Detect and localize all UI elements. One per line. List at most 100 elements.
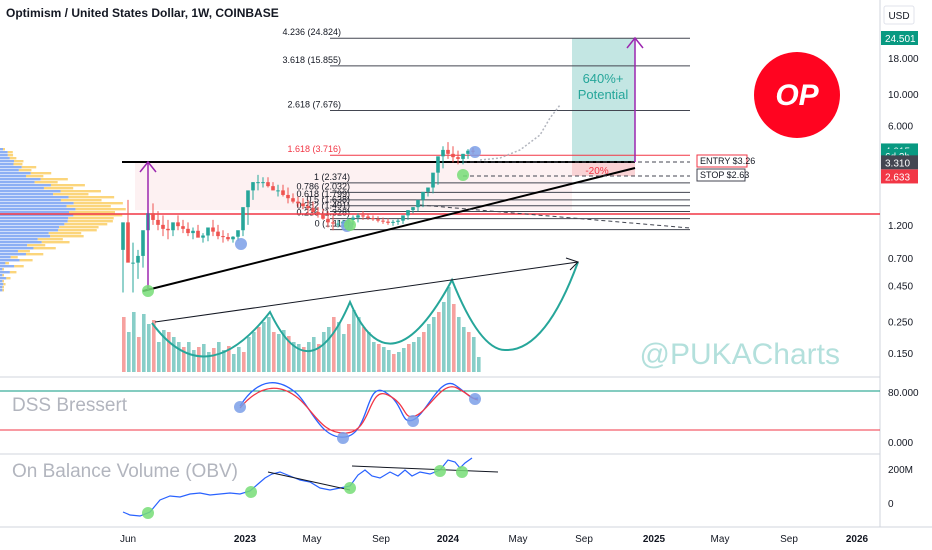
volume-bar xyxy=(207,352,211,372)
candle xyxy=(136,249,140,279)
vp-bar-sell xyxy=(73,214,123,217)
volume-bar xyxy=(222,350,226,372)
time-tick-label: 2024 xyxy=(437,534,460,545)
fib-label: 2.618 (7.676) xyxy=(287,100,341,110)
green-marker xyxy=(142,285,154,297)
price-badge: 2.633 xyxy=(881,169,918,184)
vp-bar-sell xyxy=(2,289,4,292)
candle xyxy=(296,196,300,208)
vp-bar-sell xyxy=(2,274,4,277)
candle xyxy=(386,218,390,225)
vp-bar-buy xyxy=(0,274,3,277)
currency-selector[interactable] xyxy=(883,5,915,25)
fib-label: 4.236 (24.824) xyxy=(282,27,341,37)
candle xyxy=(131,242,135,293)
candle xyxy=(196,224,200,238)
price-tick-label: 18.000 xyxy=(888,54,919,65)
volume-bar xyxy=(227,346,231,372)
vp-bar-buy xyxy=(0,289,3,292)
obv-indicator-name: On Balance Volume (OBV) xyxy=(12,461,238,482)
candle xyxy=(461,153,465,165)
candle xyxy=(451,146,455,163)
vp-bar-buy xyxy=(0,166,22,169)
candle xyxy=(376,216,380,223)
volume-bar xyxy=(212,348,216,372)
symbol-title: Optimism / United States Dollar, 1W, COI… xyxy=(6,6,279,20)
blue-marker xyxy=(234,401,246,413)
candle xyxy=(446,142,450,159)
vp-bar-sell xyxy=(40,178,68,181)
candle xyxy=(291,193,295,204)
candle xyxy=(231,236,235,243)
vp-bar-sell xyxy=(69,211,116,214)
candle xyxy=(311,201,315,216)
dss-tick-0: 0.000 xyxy=(888,438,913,449)
candle xyxy=(361,211,365,220)
fib-label: 3.618 (15.855) xyxy=(282,55,341,65)
candle xyxy=(326,211,330,228)
candle xyxy=(391,219,395,226)
logo-text: OP xyxy=(775,79,819,112)
volume-bar xyxy=(477,357,481,372)
green-marker xyxy=(245,486,257,498)
volume-bar xyxy=(217,342,221,372)
volume-bar xyxy=(192,350,196,372)
candle xyxy=(281,184,285,197)
vp-bar-buy xyxy=(0,163,14,166)
price-axis[interactable]: USD xyxy=(883,5,915,25)
candle xyxy=(321,209,325,220)
stop-label: STOP $2.63 xyxy=(696,168,749,182)
vp-bar-sell xyxy=(27,244,46,247)
volume-bar xyxy=(252,332,256,372)
candle xyxy=(226,233,230,242)
vp-bar-buy xyxy=(0,175,27,178)
candle xyxy=(186,222,190,237)
price-tick-labels: 18.000 10.000 6.000 1.200 0.700 0.450 0.250 0.1… xyxy=(888,54,919,360)
time-tick-label: 2025 xyxy=(643,534,666,545)
up-arrow-target xyxy=(626,36,644,162)
candle xyxy=(121,222,125,293)
fib-label: 0.786 (2.032) xyxy=(296,181,350,191)
vp-bar-buy xyxy=(0,238,38,241)
dss-indicator-name: DSS Bressert xyxy=(12,395,128,416)
blue-marker xyxy=(235,238,247,250)
vp-bar-sell xyxy=(2,148,5,151)
vp-bar-buy xyxy=(0,202,74,205)
volume-bar xyxy=(317,344,321,372)
candle xyxy=(356,213,360,223)
volume-bar xyxy=(202,344,206,372)
candle xyxy=(406,210,410,220)
vp-bar-sell xyxy=(43,187,74,190)
fib-label: 0.382 (1.491) xyxy=(296,200,350,210)
vp-bar-buy xyxy=(0,196,69,199)
dss-line-red xyxy=(239,386,479,434)
signal-markers xyxy=(142,146,481,519)
potential-label-line1: 640%+ xyxy=(583,71,624,86)
volume-bar xyxy=(462,327,466,372)
candle xyxy=(421,191,425,208)
vp-bar-sell xyxy=(2,280,4,283)
volume-bar xyxy=(362,327,366,372)
obv-trendline-2 xyxy=(351,465,499,473)
projection-line xyxy=(419,204,691,229)
candle xyxy=(306,199,310,214)
price-tick-label: 1.200 xyxy=(888,221,913,232)
volume-bar xyxy=(472,337,476,372)
volume-bar xyxy=(197,347,201,372)
vp-bar-sell xyxy=(17,250,30,253)
vp-bar-buy xyxy=(0,271,10,274)
volume-bar xyxy=(297,344,301,372)
obv-line xyxy=(122,457,473,517)
currency-label[interactable]: USD xyxy=(888,11,909,22)
volume-bar xyxy=(182,347,186,372)
vp-bar-sell xyxy=(19,259,33,262)
price-badge-text: 24.501 xyxy=(885,34,916,45)
vp-bar-buy xyxy=(0,220,68,223)
fib-label: 1.618 (3.716) xyxy=(287,144,341,154)
dss-line-blue xyxy=(239,382,479,438)
volume-bar xyxy=(247,337,251,372)
vp-bar-buy xyxy=(0,232,49,235)
dss-tick-80: 80.000 xyxy=(888,388,919,399)
